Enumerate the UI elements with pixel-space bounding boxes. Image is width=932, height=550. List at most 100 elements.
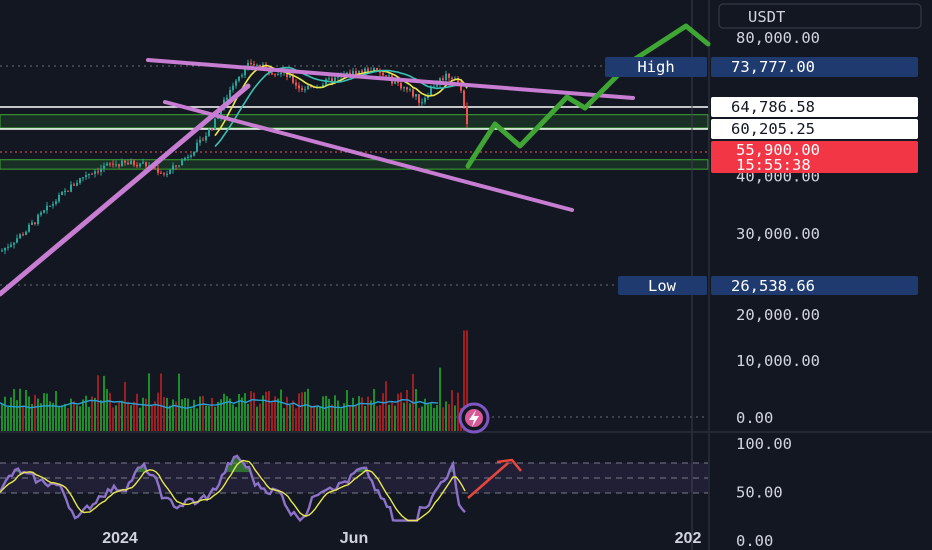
volume-axis[interactable]: 10,000.00 0.00 bbox=[736, 352, 820, 427]
candle-body bbox=[238, 76, 240, 81]
volume-bar bbox=[154, 401, 156, 431]
low-label-badge bbox=[618, 276, 707, 295]
candle-body bbox=[292, 75, 294, 83]
volume-bar bbox=[175, 401, 177, 431]
volume-bar bbox=[193, 399, 195, 431]
candle-body bbox=[172, 165, 174, 170]
volume-bar bbox=[316, 406, 318, 431]
volume-bar bbox=[463, 330, 465, 431]
candle-body bbox=[124, 160, 126, 163]
volume-bar bbox=[301, 392, 303, 431]
rsi-up-arrow bbox=[467, 462, 509, 499]
candle-body bbox=[178, 165, 180, 167]
volume-bar bbox=[334, 395, 336, 431]
volume-bar bbox=[73, 401, 75, 431]
candle-body bbox=[49, 205, 51, 207]
volume-bar bbox=[442, 407, 444, 431]
candle-body bbox=[295, 82, 297, 86]
volume-bar bbox=[103, 375, 105, 431]
candle-body bbox=[457, 78, 459, 83]
volume-bar bbox=[124, 381, 126, 431]
volume-bar bbox=[466, 330, 468, 431]
high-value: 73,777.00 bbox=[731, 58, 815, 76]
volume-bar bbox=[280, 389, 282, 431]
volume-bar bbox=[319, 406, 321, 431]
volume-bar bbox=[136, 393, 138, 431]
channel-upper-trendline bbox=[146, 58, 635, 100]
volume-bar bbox=[55, 391, 57, 431]
lightning-icon[interactable] bbox=[458, 402, 490, 434]
volume-bar bbox=[208, 406, 210, 431]
rsi-line bbox=[0, 454, 466, 523]
time-axis[interactable]: 2024 Jun 202 bbox=[102, 530, 701, 547]
candle-body bbox=[211, 128, 213, 130]
candle-body bbox=[4, 247, 6, 251]
volume-bar bbox=[28, 396, 30, 431]
currency-label: USDT bbox=[748, 8, 785, 26]
volume-bar bbox=[262, 395, 264, 431]
candle-body bbox=[163, 173, 165, 175]
level-1-value: 64,786.58 bbox=[731, 98, 815, 116]
volume-bar bbox=[436, 404, 438, 431]
volume-bar bbox=[133, 401, 135, 431]
rsi-overbought-fill bbox=[226, 463, 230, 473]
candle-body bbox=[199, 139, 201, 143]
volume-bar bbox=[367, 396, 369, 431]
high-label-badge bbox=[605, 57, 707, 77]
candle-body bbox=[217, 118, 219, 120]
volume-bar bbox=[43, 393, 45, 431]
volume-bar bbox=[409, 403, 411, 431]
candle-body bbox=[301, 88, 303, 90]
candle-body bbox=[82, 177, 84, 179]
volume-bar bbox=[445, 401, 447, 431]
volume-bar bbox=[454, 405, 456, 431]
volume-bar bbox=[373, 389, 375, 431]
volume-bar bbox=[352, 397, 354, 431]
volume-bar bbox=[67, 408, 69, 431]
volume-bar bbox=[274, 396, 276, 431]
volume-bar bbox=[97, 375, 99, 431]
candle-body bbox=[91, 173, 93, 175]
candle-body bbox=[463, 90, 465, 107]
candle-body bbox=[226, 97, 228, 100]
candle-body bbox=[19, 234, 21, 239]
candle-body bbox=[256, 64, 258, 66]
volume-bar bbox=[82, 399, 84, 431]
candle-body bbox=[220, 109, 222, 119]
candle-body bbox=[166, 173, 168, 175]
candle-body bbox=[271, 72, 273, 75]
volume-bar bbox=[46, 393, 48, 431]
volume-bar bbox=[427, 403, 429, 431]
candle-body bbox=[406, 87, 408, 90]
candle-body bbox=[298, 85, 300, 89]
volume-bar bbox=[139, 407, 141, 431]
candle-body bbox=[103, 165, 105, 169]
volume-bar bbox=[220, 399, 222, 431]
candle-body bbox=[454, 78, 456, 80]
candle-body bbox=[451, 77, 453, 79]
candle-body bbox=[190, 155, 192, 157]
candle-body bbox=[277, 74, 279, 76]
candle-body bbox=[280, 72, 282, 75]
volume-bar bbox=[310, 405, 312, 431]
time-label-2024: 2024 bbox=[102, 530, 138, 547]
volume-bar bbox=[205, 405, 207, 431]
volume-bar bbox=[433, 407, 435, 431]
rsi-axis[interactable]: 100.00 50.00 0.00 bbox=[736, 435, 792, 550]
rsi-overbought-fill bbox=[361, 467, 365, 473]
volume-bar bbox=[223, 393, 225, 431]
volume-bar bbox=[91, 396, 93, 431]
volume-bar bbox=[283, 408, 285, 431]
candle-body bbox=[70, 184, 72, 192]
rsi-overbought-fill bbox=[142, 464, 146, 473]
candle-body bbox=[142, 162, 144, 164]
volume-bar bbox=[76, 405, 78, 431]
candle-body bbox=[364, 68, 366, 73]
volume-bar bbox=[181, 399, 183, 431]
level-2-value: 60,205.25 bbox=[731, 120, 815, 138]
candle-body bbox=[352, 71, 354, 76]
candle-body bbox=[37, 214, 39, 224]
volume-bar bbox=[13, 389, 15, 431]
currency-badge[interactable] bbox=[718, 3, 922, 29]
